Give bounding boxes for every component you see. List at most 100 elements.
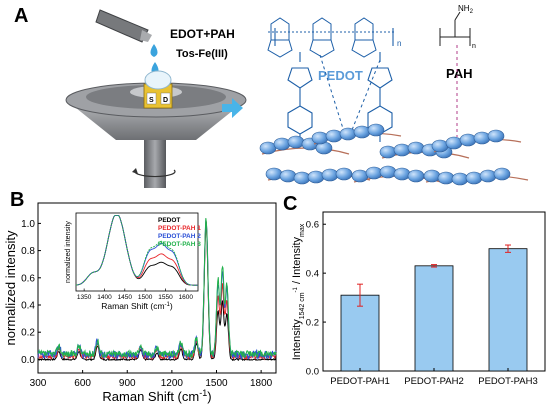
dioxane-ring — [312, 17, 332, 41]
x-tick-label: 600 — [74, 378, 91, 389]
pah-structure — [439, 11, 471, 46]
pedot-bead — [325, 129, 343, 143]
y-tick-label: 0.0 — [306, 367, 319, 378]
legend-entry: PEDOT — [158, 217, 180, 224]
inset-xlabel: Raman Shift (cm-1) — [101, 301, 173, 311]
inset-x-tick-label: 1350 — [77, 294, 92, 301]
bar — [414, 265, 454, 372]
y-tick-label: 0.4 — [306, 269, 319, 280]
panel-c-label: C — [283, 193, 297, 215]
panel-b-label: B — [10, 189, 24, 211]
pedot-bead — [265, 167, 283, 181]
panel-b-xticks: 300 600 900 1200 1500 1800 — [30, 370, 273, 389]
y-tick-label: 0.2 — [306, 318, 319, 329]
pedot-bead — [287, 135, 305, 149]
sample-vial: S D — [143, 70, 173, 109]
pipette — [95, 9, 152, 43]
pedot-bead — [365, 166, 383, 180]
pedot-bead — [393, 167, 411, 181]
pedot-bead — [273, 137, 291, 151]
pedot-bead — [465, 171, 483, 185]
x-tick-label: 900 — [119, 378, 136, 389]
reagent-label-2: Tos-Fe(III) — [176, 48, 228, 60]
x-tick-label: 1500 — [205, 378, 228, 389]
inset-xticks: 1350 1400 1450 1500 1550 1600 — [77, 288, 194, 301]
pedot-structure — [267, 17, 395, 142]
pedot-bead — [339, 127, 357, 141]
pedot-bead — [407, 169, 425, 183]
x-tick-label: 1200 — [161, 378, 184, 389]
pedot-bead — [393, 143, 411, 157]
y-tick-label: 1.0 — [21, 219, 35, 230]
pah-n-subscript: n — [472, 43, 476, 50]
pedot-bead — [431, 139, 449, 153]
panel-c-bars: PEDOT-PAH1 PEDOT-PAH2 PEDOT-PAH3 — [330, 244, 538, 387]
n-subscript: n — [397, 39, 401, 48]
electrode-d: D — [163, 97, 168, 104]
inset-x-tick-label: 1400 — [97, 294, 112, 301]
panel-c-ylabel: Intensity1542 cm-1 / Intensitymax — [291, 223, 306, 360]
legend-entry: PEDOT-PAH 3 — [158, 241, 201, 248]
thiophene-ring — [267, 39, 293, 58]
inset-x-tick-label: 1550 — [158, 294, 173, 301]
panel-b-ylabel: normalized intensity — [3, 230, 18, 345]
inset-spectra — [75, 214, 198, 286]
pedot-bead — [311, 131, 329, 145]
y-tick-label: 0.2 — [21, 328, 35, 339]
pedot-bead — [407, 141, 425, 155]
pedot-bead — [279, 169, 297, 183]
panel-c-yticks: 0.0 0.2 0.4 0.6 — [306, 220, 326, 378]
x-tick-label: PEDOT-PAH3 — [478, 376, 537, 387]
pedot-bead — [259, 141, 277, 155]
bar — [488, 248, 528, 372]
inset-ylabel: normalized intensity — [65, 221, 72, 283]
x-tick-label: PEDOT-PAH2 — [404, 376, 463, 387]
spectrum-line-4 — [37, 218, 277, 359]
inset-line-4 — [75, 214, 198, 286]
pedot-label: PEDOT — [318, 68, 363, 83]
pedot-bead — [423, 169, 441, 183]
drops — [150, 44, 159, 75]
y-tick-label: 0.6 — [306, 220, 319, 231]
pedot-bead — [293, 171, 311, 185]
pedot-bead — [367, 123, 385, 137]
thiophene-ring — [351, 39, 377, 58]
pah-label: PAH — [446, 66, 472, 81]
pedot-bead — [479, 169, 497, 183]
pedot-bead — [351, 169, 369, 183]
panel-b-xlabel: Raman Shift (cm-1) — [102, 388, 211, 404]
inset-x-tick-label: 1600 — [179, 294, 194, 301]
dioxane-ring — [354, 17, 374, 41]
pedot-bead — [379, 145, 397, 159]
pedot-bead — [379, 165, 397, 179]
polymer-chains — [259, 123, 529, 186]
panel-c: C 0.00.20.40.6 PEDOT-PAH1 PEDOT-PAH2 PEDOT… — [283, 193, 546, 387]
x-tick-label: PEDOT-PAH1 — [330, 376, 389, 387]
inset-x-tick-label: 1500 — [138, 294, 153, 301]
thiophene-ring — [309, 39, 335, 58]
y-tick-label: 0.8 — [21, 246, 35, 257]
panel-a: A EDOT+PAH Tos-Fe(III) S D — [14, 4, 529, 188]
pedot-bead — [445, 136, 463, 150]
y-tick-label: 0.6 — [21, 273, 35, 284]
inset-x-tick-label: 1450 — [118, 294, 133, 301]
pedot-bead — [307, 170, 325, 184]
x-tick-label: 300 — [30, 378, 47, 389]
legend-entry: PEDOT-PAH 1 — [158, 225, 201, 232]
dioxane-ring — [270, 17, 290, 41]
reagent-label-1: EDOT+PAH — [170, 27, 235, 41]
pedot-bead — [437, 171, 455, 185]
panel-b-axes — [37, 202, 277, 374]
panel-b: B 0.0 0.2 0.4 0.6 0.8 1.0 300 600 900 1200 1500 18… — [3, 189, 277, 404]
electrode-s: S — [149, 97, 154, 104]
legend-entry: PEDOT-PAH 2 — [158, 233, 201, 240]
x-tick-label: 1800 — [250, 378, 273, 389]
pedot-bead — [487, 129, 505, 143]
inset: 1350 1400 1450 1500 1550 1600 PEDOTPEDOT-PAH … — [65, 212, 201, 311]
panel-a-label: A — [14, 5, 28, 27]
pedot-bead — [459, 133, 477, 147]
pedot-bead — [335, 167, 353, 181]
